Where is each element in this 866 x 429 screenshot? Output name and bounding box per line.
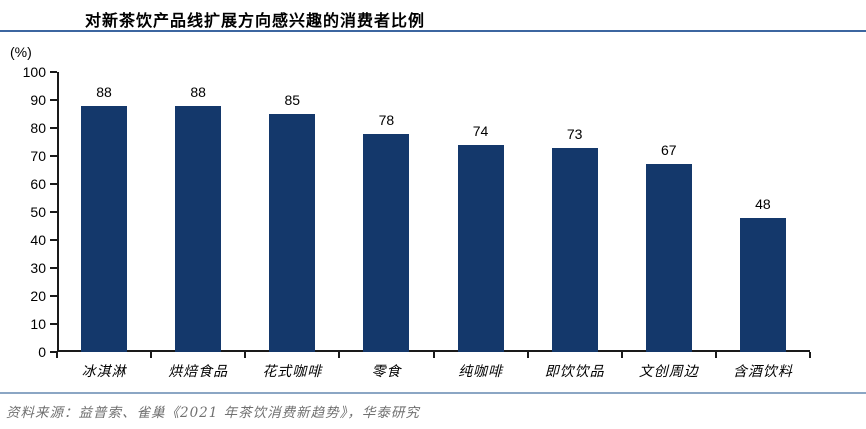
x-axis-category-label: 文创周边 [638,364,699,380]
source-text: 资料来源：益普索、雀巢《2021 年茶饮消费新趋势》，华泰研究 [6,405,420,421]
x-axis-category-label: 含酒饮料 [732,364,793,380]
bar-value-label: 67 [661,142,677,159]
x-axis-category-label: 花式咖啡 [262,364,323,380]
bar-冰淇淋 [81,105,128,352]
x-axis-tick [432,352,435,358]
x-axis-tick [809,352,811,358]
y-axis-tick-label: 80 [30,120,46,136]
bar-value-label: 48 [755,195,771,212]
bar-花式咖啡 [269,114,316,352]
bar-零食 [363,133,410,352]
y-axis-tick-label: 0 [38,344,46,360]
y-axis-tick [50,267,57,269]
bar-value-label: 88 [96,83,112,100]
chart-title: 对新茶饮产品线扩展方向感兴趣的消费者比例 [85,11,426,30]
y-axis-tick-label: 50 [30,204,46,220]
y-axis-tick [50,239,57,241]
y-axis-tick [50,71,57,73]
y-axis-tick-label: 30 [30,260,46,276]
y-axis-tick [50,155,57,157]
bar-纯咖啡 [457,144,504,352]
y-axis-tick-label: 90 [30,92,46,108]
y-axis-tick [50,211,57,213]
x-axis-category-label: 即饮饮品 [544,364,605,380]
y-axis-tick-label: 40 [30,232,46,248]
plot-area [57,72,810,352]
y-axis-unit-label: (%) [10,44,32,60]
source-divider-line [0,392,866,394]
y-axis-tick-label: 100 [22,64,46,80]
bar-value-label: 85 [284,92,301,108]
x-axis-category-label: 纯咖啡 [458,364,504,380]
x-axis-tick [338,352,341,358]
x-axis-tick [526,352,529,358]
x-axis-tick [620,352,623,358]
x-axis-category-label: 冰淇淋 [81,364,127,380]
y-axis-tick-label: 60 [30,176,46,192]
bar-即饮饮品 [551,147,598,352]
y-axis-tick [50,295,57,297]
x-axis-category-label: 零食 [371,364,402,380]
x-axis-tick [714,352,717,358]
bar-含酒饮料 [739,217,786,352]
bar-文创周边 [645,164,692,352]
y-axis-tick [50,183,57,185]
bar-烘焙食品 [175,105,222,352]
x-axis-tick [150,352,153,358]
bar-value-label: 73 [566,125,583,142]
y-axis-tick-label: 20 [30,288,46,304]
y-axis-tick-label: 10 [30,316,46,332]
y-axis-tick [50,99,57,101]
y-axis-tick-label: 70 [30,148,46,164]
x-axis-tick [244,352,247,358]
x-axis-category-label: 烘焙食品 [168,364,229,380]
y-axis-tick [50,323,57,325]
bar-value-label: 78 [378,111,395,128]
x-axis-tick [56,352,58,358]
title-divider-line [0,30,866,32]
bar-value-label: 74 [472,122,489,139]
y-axis-tick [50,127,57,129]
y-axis-tick [50,351,57,353]
bar-value-label: 88 [190,83,206,100]
